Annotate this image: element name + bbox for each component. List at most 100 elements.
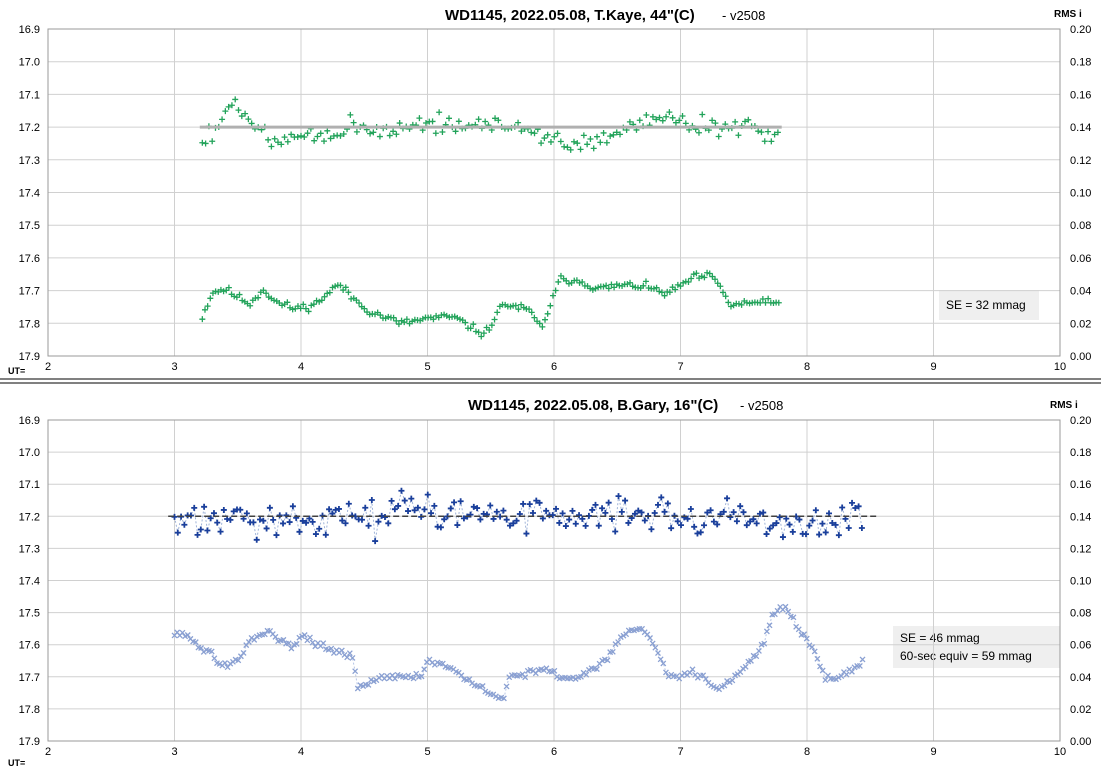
- data-point: [324, 290, 331, 297]
- data-point: [638, 509, 645, 516]
- data-point: [600, 129, 607, 136]
- data-point: [232, 96, 239, 103]
- data-point: [753, 520, 760, 527]
- data-point: [572, 520, 579, 527]
- data-point: [370, 129, 377, 136]
- data-point: [437, 524, 444, 531]
- y-tick-label-left: 17.6: [19, 253, 40, 265]
- data-point: [617, 131, 624, 138]
- data-point: [544, 131, 551, 138]
- data-point: [594, 133, 601, 140]
- data-point: [491, 316, 498, 323]
- data-point: [750, 516, 757, 523]
- data-point: [273, 532, 280, 539]
- data-point: [309, 639, 316, 646]
- data-point: [208, 648, 215, 655]
- data-point: [802, 531, 809, 538]
- data-point: [533, 497, 540, 504]
- data-point: [760, 509, 767, 516]
- data-point: [298, 132, 304, 139]
- data-point: [615, 639, 622, 646]
- y-tick-label-left: 17.6: [19, 640, 40, 652]
- data-point: [204, 527, 211, 534]
- data-point: [228, 102, 235, 109]
- data-point: [401, 497, 408, 504]
- data-point: [761, 138, 768, 145]
- data-point: [353, 297, 360, 304]
- data-point: [297, 305, 304, 312]
- data-point: [500, 507, 507, 514]
- data-point: [285, 640, 292, 647]
- data-point: [551, 667, 558, 674]
- data-point: [522, 674, 529, 681]
- data-point: [281, 134, 288, 141]
- data-point: [199, 139, 206, 146]
- data-point: [422, 119, 429, 126]
- data-point: [475, 116, 482, 123]
- data-point: [611, 284, 618, 291]
- data-point: [672, 119, 679, 126]
- data-point: [604, 657, 611, 664]
- data-point: [455, 118, 462, 125]
- data-point: [593, 666, 600, 673]
- data-point: [506, 522, 513, 529]
- y-tick-label-right: 0.18: [1070, 447, 1091, 459]
- data-point: [580, 132, 587, 139]
- data-point: [552, 287, 559, 294]
- data-point: [605, 285, 612, 292]
- data-point: [712, 276, 719, 283]
- y-tick-label-right: 0.00: [1070, 736, 1091, 748]
- data-point: [327, 135, 334, 142]
- data-point: [523, 530, 530, 537]
- data-point: [318, 297, 325, 304]
- x-tick-label: 4: [298, 746, 304, 758]
- data-point: [838, 673, 845, 680]
- data-point: [790, 614, 797, 621]
- y-tick-label-left: 17.5: [19, 220, 40, 232]
- data-point: [801, 631, 808, 638]
- data-point: [653, 284, 660, 291]
- data-point: [199, 316, 206, 323]
- data-point: [513, 517, 520, 524]
- data-point: [493, 508, 500, 515]
- data-point: [231, 293, 238, 300]
- data-point: [390, 128, 397, 135]
- rms-series: [199, 269, 782, 340]
- data-point: [353, 128, 360, 135]
- data-point: [230, 508, 237, 515]
- data-point: [742, 118, 749, 125]
- data-point: [712, 120, 719, 127]
- data-point: [687, 506, 694, 513]
- data-point: [608, 281, 615, 288]
- data-point: [738, 301, 745, 308]
- data-point: [733, 518, 740, 525]
- data-point: [396, 120, 403, 127]
- data-point: [609, 648, 616, 655]
- data-point: [279, 302, 286, 309]
- data-point: [280, 636, 287, 643]
- data-point: [510, 520, 517, 527]
- data-point: [454, 522, 461, 529]
- data-point: [460, 515, 467, 522]
- data-point: [755, 128, 762, 135]
- data-point: [219, 116, 226, 123]
- data-point: [771, 131, 778, 138]
- y-tick-label-left: 16.9: [19, 24, 40, 36]
- y-tick-label-right: 0.04: [1070, 286, 1091, 298]
- data-point: [587, 136, 594, 143]
- data-point: [642, 278, 649, 285]
- data-point: [603, 282, 610, 289]
- x-tick-label: 8: [804, 361, 810, 373]
- data-point: [803, 635, 810, 642]
- data-point: [220, 288, 227, 295]
- data-point: [602, 509, 609, 516]
- data-point: [181, 521, 188, 528]
- y-tick-label-right: 0.20: [1070, 24, 1091, 36]
- data-point: [274, 139, 281, 146]
- data-point: [201, 306, 208, 313]
- data-point: [478, 333, 485, 340]
- data-point: [515, 306, 522, 313]
- top-panel-plot: 2 3 4 5 6 7 8 9 10 16.9 17.0 17.1 17.2 17.3 17.4 17.5 17…: [19, 24, 1092, 373]
- data-point: [567, 146, 574, 153]
- data-point: [694, 530, 701, 537]
